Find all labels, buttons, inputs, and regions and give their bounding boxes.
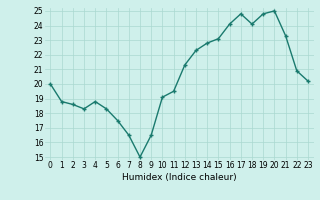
X-axis label: Humidex (Indice chaleur): Humidex (Indice chaleur) xyxy=(122,173,236,182)
